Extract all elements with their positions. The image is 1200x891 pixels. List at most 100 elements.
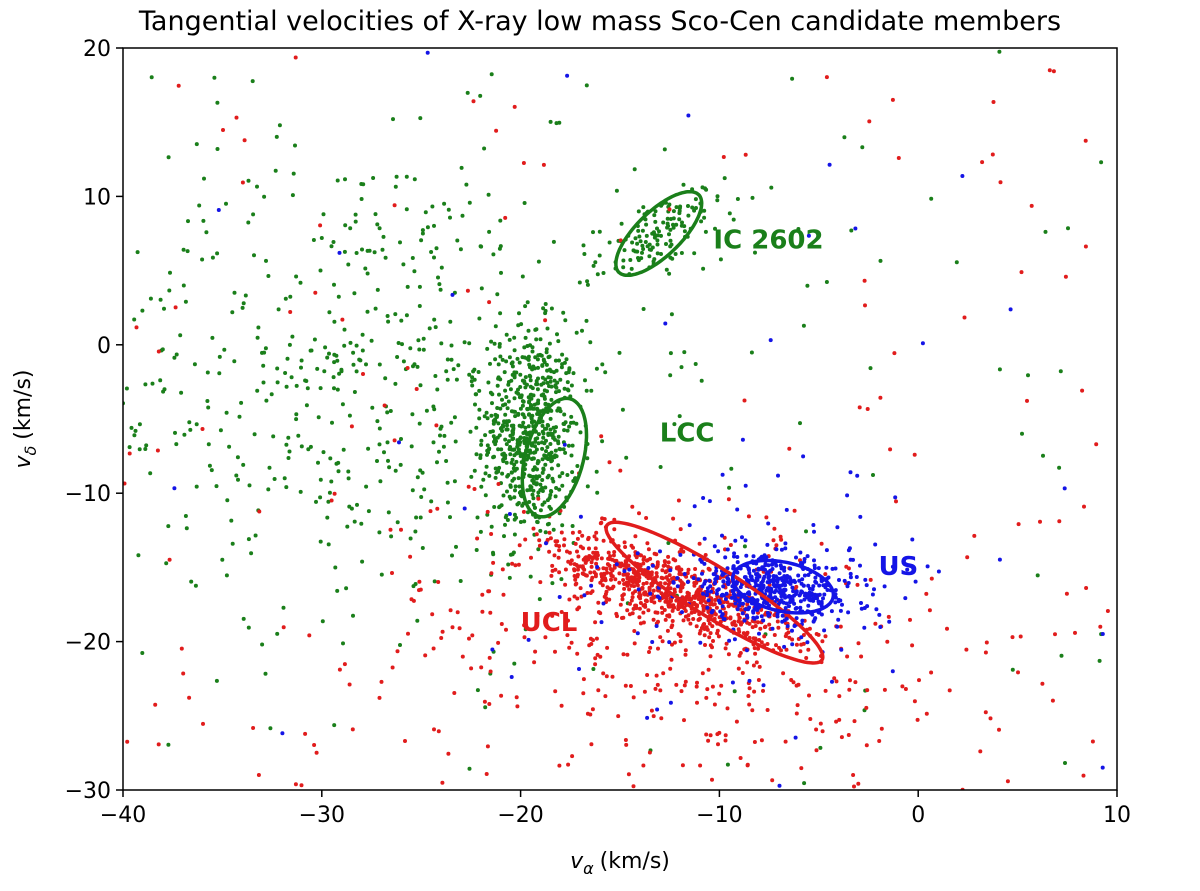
- data-point: [474, 548, 479, 552]
- data-point: [256, 773, 261, 777]
- data-point: [771, 538, 776, 543]
- data-point: [682, 572, 687, 576]
- data-point: [515, 450, 520, 455]
- data-point: [860, 145, 865, 150]
- data-point: [877, 739, 882, 743]
- data-point: [658, 635, 663, 640]
- data-point: [551, 435, 556, 440]
- data-point: [697, 541, 702, 546]
- data-point: [686, 567, 691, 572]
- data-point: [679, 365, 684, 370]
- data-point: [565, 380, 570, 385]
- data-point: [306, 447, 311, 452]
- data-point: [262, 194, 267, 199]
- data-point: [716, 549, 721, 554]
- data-point: [818, 745, 823, 750]
- data-point: [708, 733, 713, 738]
- data-point: [744, 648, 749, 653]
- data-point: [583, 378, 587, 383]
- data-point: [725, 762, 730, 767]
- data-point: [504, 460, 509, 465]
- data-point: [517, 311, 521, 316]
- data-point: [370, 405, 375, 410]
- data-point: [503, 522, 507, 527]
- data-point: [569, 383, 574, 388]
- data-point: [636, 228, 641, 233]
- data-point: [540, 457, 545, 462]
- data-point: [710, 684, 715, 689]
- data-point: [1029, 203, 1034, 208]
- data-point: [210, 255, 215, 260]
- data-point: [442, 201, 447, 206]
- data-point: [642, 689, 647, 694]
- data-point: [549, 489, 553, 493]
- data-point: [501, 423, 505, 428]
- data-point: [268, 726, 273, 731]
- data-point: [682, 224, 687, 229]
- data-point: [522, 623, 527, 628]
- data-point: [318, 495, 323, 500]
- data-point: [867, 119, 872, 124]
- data-point: [182, 432, 187, 437]
- data-point: [1050, 698, 1055, 703]
- data-point: [695, 680, 699, 685]
- data-point: [608, 571, 613, 576]
- data-point: [680, 610, 684, 615]
- data-point: [573, 577, 578, 582]
- data-point: [562, 422, 567, 426]
- data-point: [518, 406, 523, 411]
- data-point: [751, 609, 756, 614]
- data-point: [553, 494, 558, 499]
- data-point: [353, 212, 358, 217]
- data-point: [663, 321, 668, 326]
- data-point: [770, 562, 774, 567]
- data-point: [610, 574, 615, 579]
- data-point: [490, 392, 495, 397]
- data-point: [508, 484, 513, 489]
- data-point: [779, 594, 784, 599]
- data-point: [670, 623, 675, 628]
- data-point: [291, 171, 296, 176]
- data-point: [779, 537, 784, 542]
- data-point: [230, 541, 235, 546]
- data-point: [437, 282, 442, 287]
- data-point: [715, 576, 720, 581]
- data-point: [614, 562, 619, 567]
- data-point: [783, 634, 788, 639]
- data-point: [593, 656, 598, 661]
- data-point: [770, 626, 775, 631]
- data-point: [644, 581, 649, 585]
- data-point: [809, 597, 814, 602]
- data-point: [513, 414, 518, 419]
- data-point: [702, 633, 707, 638]
- data-point: [679, 251, 684, 255]
- data-point: [510, 360, 515, 365]
- data-point: [499, 693, 504, 698]
- data-point: [511, 447, 516, 452]
- data-point: [574, 581, 579, 586]
- data-point: [479, 665, 484, 670]
- data-point: [498, 406, 503, 411]
- data-point: [681, 182, 686, 187]
- data-point: [629, 575, 634, 580]
- data-point: [423, 653, 428, 658]
- data-point: [614, 188, 619, 193]
- data-point: [784, 616, 789, 621]
- data-point: [160, 347, 165, 352]
- data-point: [475, 515, 480, 520]
- data-point: [314, 499, 318, 504]
- data-point: [745, 602, 750, 607]
- data-point: [763, 624, 768, 629]
- data-point: [557, 548, 562, 553]
- data-point: [554, 368, 559, 373]
- data-point: [516, 391, 521, 396]
- data-point: [646, 608, 651, 613]
- data-point: [666, 554, 671, 559]
- data-point: [717, 600, 722, 605]
- data-point: [541, 467, 546, 472]
- data-point: [690, 205, 695, 210]
- data-point: [665, 628, 670, 633]
- data-point: [505, 423, 509, 428]
- data-point: [1094, 442, 1099, 447]
